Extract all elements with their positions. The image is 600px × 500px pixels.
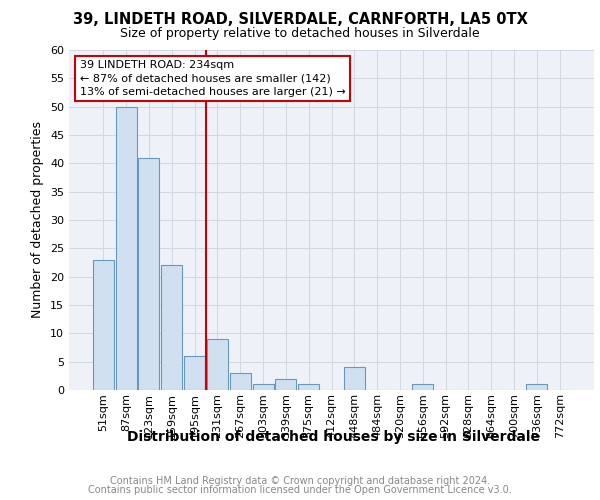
Bar <box>253 384 274 390</box>
Y-axis label: Number of detached properties: Number of detached properties <box>31 122 44 318</box>
Bar <box>139 158 160 390</box>
Bar <box>298 384 319 390</box>
Text: Size of property relative to detached houses in Silverdale: Size of property relative to detached ho… <box>120 28 480 40</box>
Bar <box>230 373 251 390</box>
Bar <box>207 339 228 390</box>
Bar <box>275 378 296 390</box>
Bar <box>412 384 433 390</box>
Bar <box>116 106 137 390</box>
Bar <box>93 260 114 390</box>
Text: Contains public sector information licensed under the Open Government Licence v3: Contains public sector information licen… <box>88 485 512 495</box>
Text: Distribution of detached houses by size in Silverdale: Distribution of detached houses by size … <box>127 430 539 444</box>
Bar <box>184 356 205 390</box>
Text: Contains HM Land Registry data © Crown copyright and database right 2024.: Contains HM Land Registry data © Crown c… <box>110 476 490 486</box>
Bar <box>526 384 547 390</box>
Text: 39, LINDETH ROAD, SILVERDALE, CARNFORTH, LA5 0TX: 39, LINDETH ROAD, SILVERDALE, CARNFORTH,… <box>73 12 527 28</box>
Text: 39 LINDETH ROAD: 234sqm
← 87% of detached houses are smaller (142)
13% of semi-d: 39 LINDETH ROAD: 234sqm ← 87% of detache… <box>79 60 345 96</box>
Bar <box>161 266 182 390</box>
Bar <box>344 368 365 390</box>
